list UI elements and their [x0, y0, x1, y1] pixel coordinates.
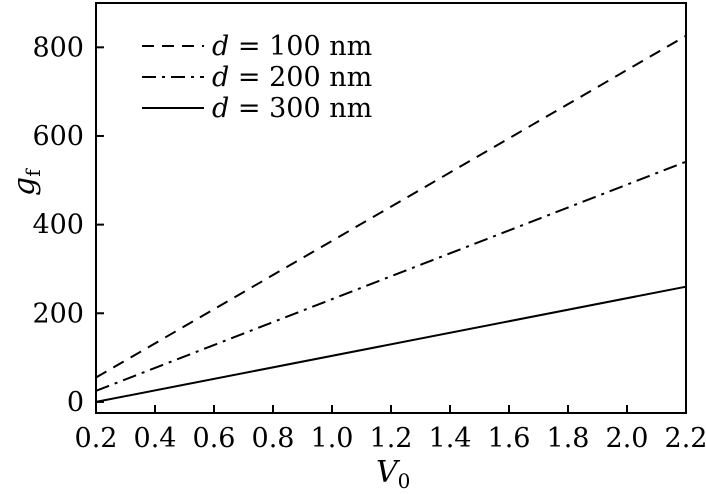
- legend-label-2: d = 200 nm: [212, 62, 372, 93]
- x-tick-label: 1.4: [429, 423, 472, 454]
- x-axis-ticks: 0.2 0.4 0.6 0.8 1.0 1.2 1.4 1.6 1.8 2.0 2.2: [75, 405, 706, 454]
- y-tick-label: 400: [32, 210, 84, 241]
- x-axis-label-subscript: 0: [398, 469, 411, 493]
- x-tick-label: 1.0: [311, 423, 354, 454]
- x-tick-label: 0.6: [193, 423, 236, 454]
- x-tick-label: 1.2: [370, 423, 413, 454]
- x-tick-label: 1.6: [488, 423, 531, 454]
- y-tick-label: 800: [32, 32, 84, 63]
- y-tick-label: 0: [67, 387, 84, 418]
- y-tick-label: 200: [32, 298, 84, 329]
- series-line-2: [95, 160, 687, 392]
- y-axis-ticks: 0 200 400 600 800: [32, 32, 104, 418]
- y-axis-label-subscript: f: [21, 168, 45, 177]
- x-tick-label: 0.4: [134, 423, 177, 454]
- plot-frame: [95, 2, 687, 414]
- series-line-3: [95, 285, 687, 403]
- x-tick-label: 2.0: [606, 423, 649, 454]
- y-axis-label: gf: [7, 168, 45, 196]
- legend-label-3: d = 300 nm: [212, 93, 372, 124]
- legend: d = 100 nmd = 200 nmd = 300 nm: [142, 31, 372, 124]
- x-tick-label: 1.8: [547, 423, 590, 454]
- x-tick-label: 2.2: [665, 423, 706, 454]
- legend-label-1: d = 100 nm: [212, 31, 372, 62]
- plot-area: 0.2 0.4 0.6 0.8 1.0 1.2 1.4 1.6 1.8 2.0 2.2 0 200 40…: [32, 2, 706, 454]
- series-layer: [95, 34, 687, 403]
- series-line-1: [95, 34, 687, 379]
- x-tick-label: 0.2: [75, 423, 118, 454]
- x-axis-label: V0: [376, 455, 410, 493]
- x-tick-label: 0.8: [252, 423, 295, 454]
- y-tick-label: 600: [32, 121, 84, 152]
